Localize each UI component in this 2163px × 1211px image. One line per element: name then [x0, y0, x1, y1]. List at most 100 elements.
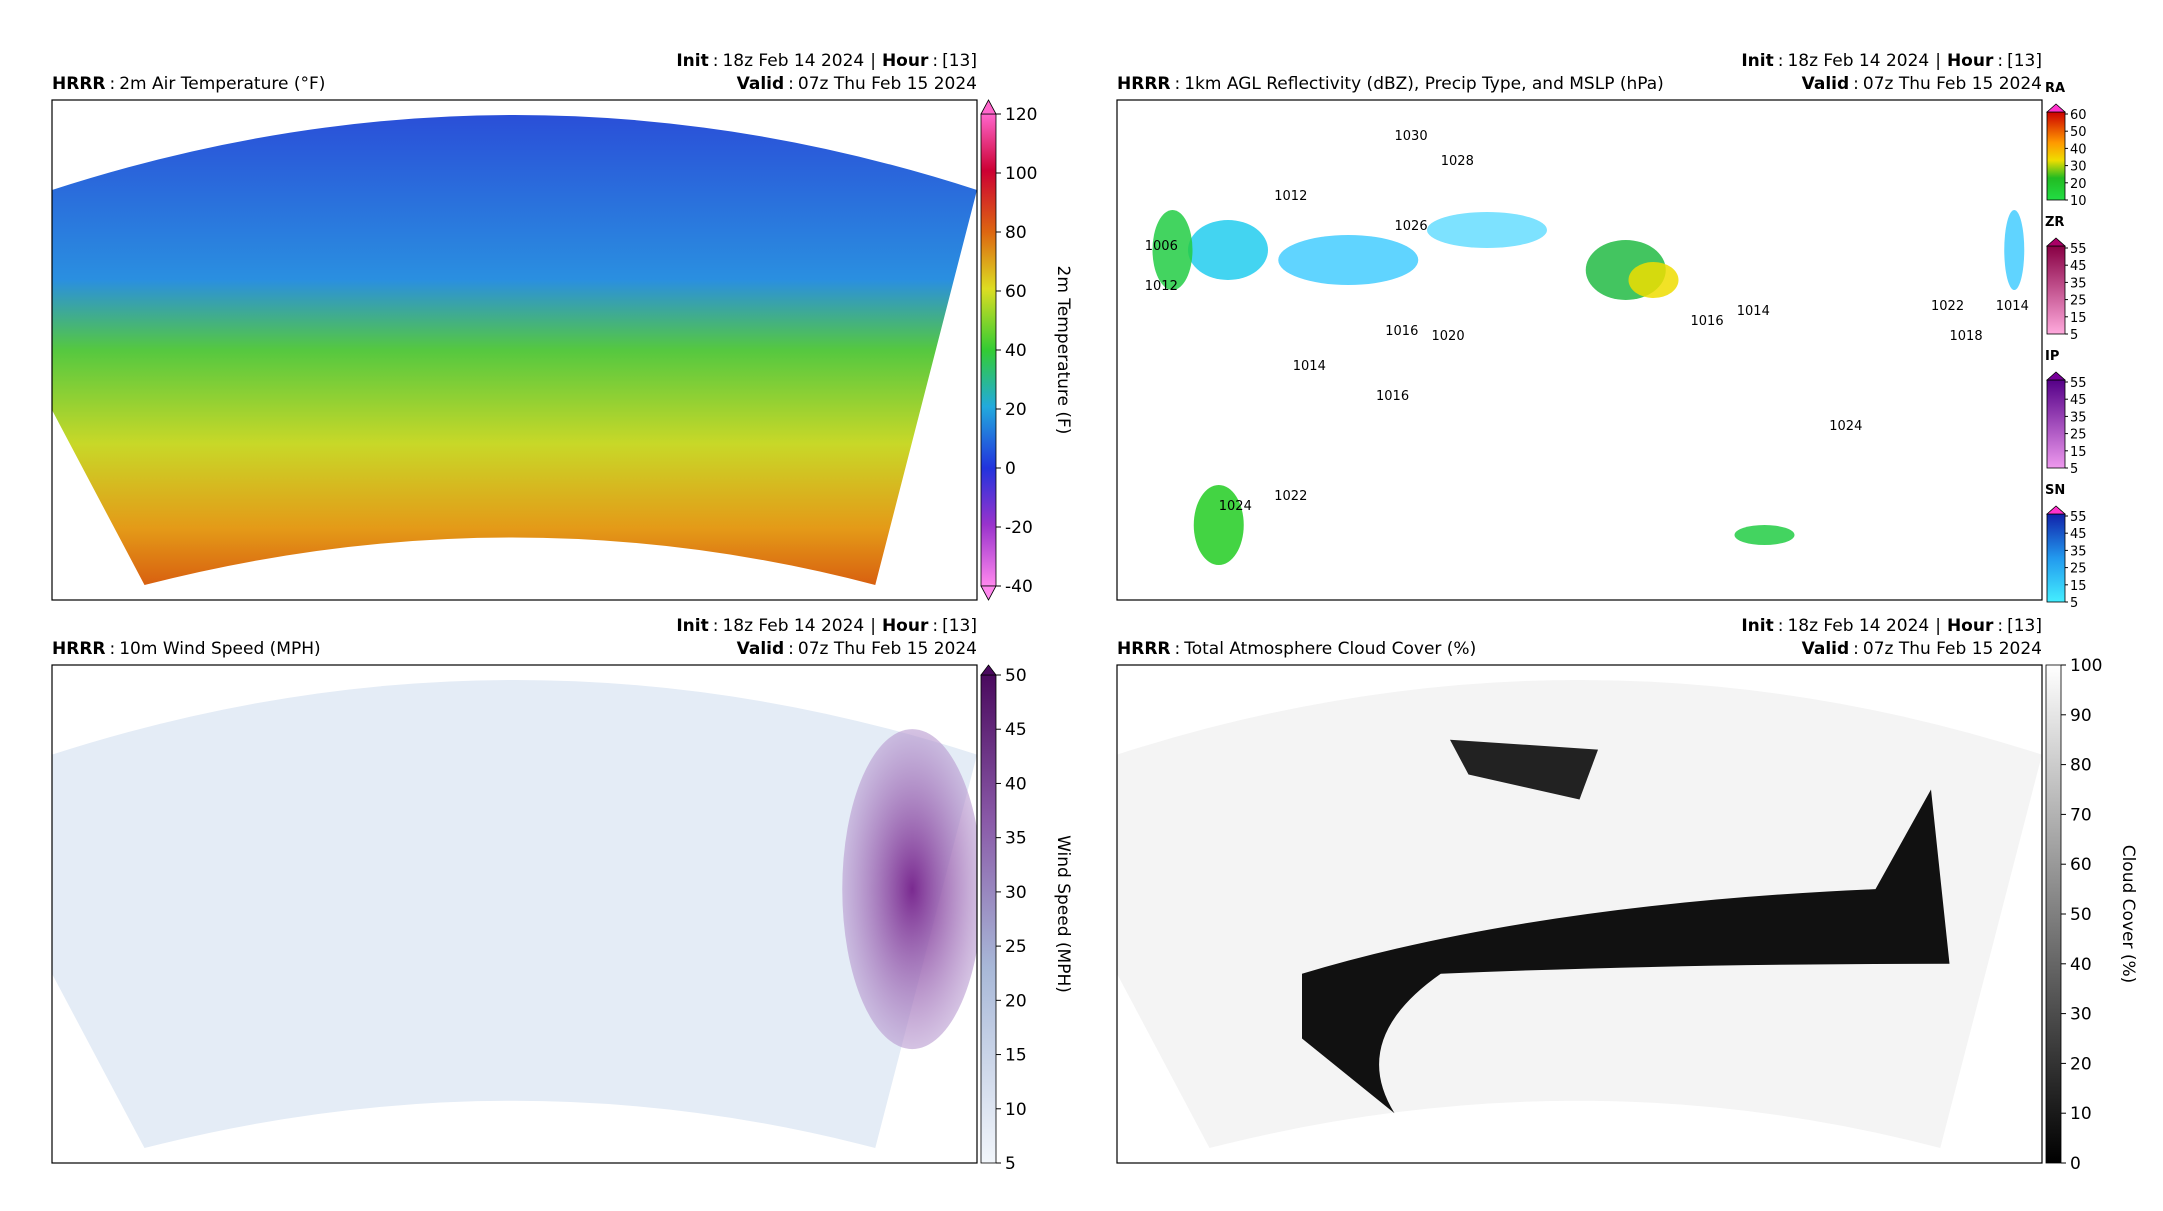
colorbar-tick-label: 15	[2070, 311, 2087, 326]
precip-area	[1278, 235, 1419, 285]
title: 2m Air Temperature (°F)	[119, 74, 325, 94]
isobar-label: 1022	[1931, 299, 1964, 314]
colorbar-tick-label: 50	[2070, 125, 2087, 140]
sep: :	[1778, 51, 1784, 71]
valid-info: Valid:07z Thu Feb 15 2024	[1802, 639, 2042, 659]
model: HRRR	[1117, 74, 1171, 94]
isobar-label: 1022	[1274, 489, 1307, 504]
valid-label: Valid	[737, 74, 785, 94]
isobar-label: 1024	[1219, 499, 1252, 514]
valid: 07z Thu Feb 15 2024	[1863, 74, 2042, 94]
init: 18z Feb 14 2024	[1787, 616, 1929, 636]
isobar-label: 1016	[1385, 324, 1418, 339]
valid: 07z Thu Feb 15 2024	[798, 74, 977, 94]
divider: |	[1935, 616, 1941, 636]
colorbar-tick-label: 40	[1005, 774, 1027, 794]
title: Total Atmosphere Cloud Cover (%)	[1183, 639, 1476, 659]
strong-wind-area	[842, 729, 977, 1050]
colorbar-tick-label: 35	[2070, 276, 2087, 291]
colorbar-tick-label: 40	[2070, 955, 2092, 975]
map-frame	[1116, 664, 2043, 1164]
colorbar-tick-label: -40	[1005, 577, 1033, 597]
precip-area	[1188, 220, 1268, 280]
wind-field	[52, 679, 977, 1149]
colorbar	[980, 113, 997, 587]
divider: |	[870, 616, 876, 636]
hour-label: Hour	[882, 616, 929, 636]
colorbar-tick-label: 50	[1005, 666, 1027, 686]
hour: [13]	[942, 51, 977, 71]
map-panel: Init:18z Feb 14 2024 | Hour: [13]Valid:07z …	[51, 616, 1073, 1174]
colorbar-tick-label: 55	[2070, 242, 2087, 257]
hour: [13]	[2007, 51, 2042, 71]
run-info: Init:18z Feb 14 2024 | Hour: [13]	[676, 616, 977, 636]
valid-info: Valid:07z Thu Feb 15 2024	[737, 639, 977, 659]
init: 18z Feb 14 2024	[1787, 51, 1929, 71]
colorbar-tick-label: 5	[2070, 596, 2078, 611]
isobar-label: 1014	[1293, 359, 1326, 374]
valid: 07z Thu Feb 15 2024	[798, 639, 977, 659]
sep: :	[1175, 74, 1181, 94]
sep: :	[788, 74, 794, 94]
title: 1km AGL Reflectivity (dBZ), Precip Type,…	[1184, 74, 1664, 94]
colorbar-label: 2m Temperature (F)	[1053, 266, 1073, 435]
colorbar-tick-label: 30	[1005, 883, 1027, 903]
model: HRRR	[1117, 639, 1171, 659]
isobar-label: 1016	[1376, 389, 1409, 404]
isobar-label: 1014	[1737, 304, 1770, 319]
colorbar-tick-label: 45	[2070, 259, 2087, 274]
isobar-label: 1026	[1395, 219, 1428, 234]
sep: :	[1997, 51, 2003, 71]
colorbar-tick-label: 20	[1005, 400, 1027, 420]
colorbar-tick-label: 0	[1005, 459, 1016, 479]
isobar-label: 1018	[1950, 329, 1983, 344]
colorbar-tick-label: 20	[2070, 177, 2087, 192]
colorbar	[2045, 664, 2062, 1164]
colorbar-tick-label: 0	[2070, 1154, 2081, 1174]
run-info: Init:18z Feb 14 2024 | Hour: [13]	[1741, 51, 2042, 71]
init: 18z Feb 14 2024	[722, 51, 864, 71]
valid-label: Valid	[1802, 74, 1850, 94]
sep: :	[110, 639, 116, 659]
hour: [13]	[942, 616, 977, 636]
sep: :	[1997, 616, 2003, 636]
colorbar-tick-label: 60	[2070, 108, 2087, 123]
colorbar	[2046, 379, 2066, 469]
colorbar-tick-label: 5	[1005, 1154, 1016, 1174]
colorbar	[2046, 111, 2066, 201]
colorbar-tick-label: 15	[1005, 1046, 1027, 1066]
colorbar-tick-label: 30	[2070, 160, 2087, 175]
colorbar-label: IP	[2045, 349, 2059, 364]
colorbar-tick-label: 10	[2070, 194, 2087, 209]
colorbar-tick-label: 35	[1005, 829, 1027, 849]
sep: :	[1853, 639, 1859, 659]
sep: :	[1175, 639, 1181, 659]
hour-label: Hour	[882, 51, 929, 71]
colorbar-extend	[2045, 237, 2067, 247]
sep: :	[110, 74, 116, 94]
title: 10m Wind Speed (MPH)	[119, 639, 320, 659]
init-label: Init	[676, 51, 708, 71]
model: HRRR	[52, 74, 106, 94]
model: HRRR	[52, 639, 106, 659]
colorbar-tick-label: 5	[2070, 462, 2078, 477]
colorbar-tick-label: 120	[1005, 105, 1037, 125]
precip-area	[1193, 485, 1244, 565]
colorbar-tick-label: 25	[2070, 294, 2087, 309]
colorbar-label: Cloud Cover (%)	[2118, 845, 2138, 984]
colorbar-label: Wind Speed (MPH)	[1053, 835, 1073, 993]
divider: |	[870, 51, 876, 71]
colorbar-tick-label: 80	[2070, 756, 2092, 776]
colorbar-tick-label: 20	[1005, 991, 1027, 1011]
colorbar-extend	[980, 99, 997, 115]
panel-title: HRRR:1km AGL Reflectivity (dBZ), Precip …	[1117, 74, 1664, 94]
valid-info: Valid:07z Thu Feb 15 2024	[737, 74, 977, 94]
panel-title: HRRR: Total Atmosphere Cloud Cover (%)	[1117, 639, 1476, 659]
cloud-band	[1450, 739, 1598, 800]
isobar-label: 1020	[1432, 329, 1465, 344]
valid-label: Valid	[1802, 639, 1850, 659]
panel-title: HRRR:10m Wind Speed (MPH)	[52, 639, 321, 659]
colorbar-label: SN	[2045, 483, 2065, 498]
isobar-label: 1028	[1441, 154, 1474, 169]
